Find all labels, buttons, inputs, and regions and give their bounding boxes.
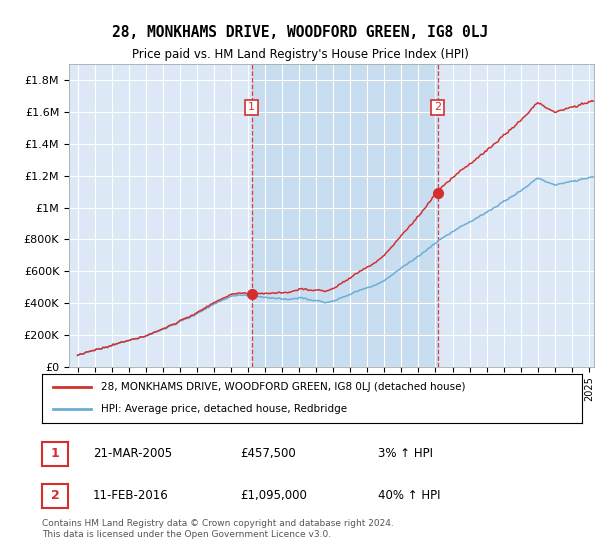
Bar	[251, 64, 437, 367]
Text: 28, MONKHAMS DRIVE, WOODFORD GREEN, IG8 0LJ (detached house): 28, MONKHAMS DRIVE, WOODFORD GREEN, IG8 …	[101, 382, 466, 392]
Text: Price paid vs. HM Land Registry's House Price Index (HPI): Price paid vs. HM Land Registry's House …	[131, 48, 469, 60]
Text: 1: 1	[50, 447, 59, 460]
Text: Contains HM Land Registry data © Crown copyright and database right 2024.
This d: Contains HM Land Registry data © Crown c…	[42, 519, 394, 539]
Text: 1: 1	[248, 102, 255, 113]
Text: 2: 2	[434, 102, 441, 113]
Text: 2: 2	[50, 489, 59, 502]
Text: £457,500: £457,500	[240, 447, 296, 460]
Text: 28, MONKHAMS DRIVE, WOODFORD GREEN, IG8 0LJ: 28, MONKHAMS DRIVE, WOODFORD GREEN, IG8 …	[112, 25, 488, 40]
Text: 21-MAR-2005: 21-MAR-2005	[93, 447, 172, 460]
Text: 11-FEB-2016: 11-FEB-2016	[93, 489, 169, 502]
Text: 3% ↑ HPI: 3% ↑ HPI	[378, 447, 433, 460]
Text: 40% ↑ HPI: 40% ↑ HPI	[378, 489, 440, 502]
Text: £1,095,000: £1,095,000	[240, 489, 307, 502]
Text: HPI: Average price, detached house, Redbridge: HPI: Average price, detached house, Redb…	[101, 404, 347, 414]
